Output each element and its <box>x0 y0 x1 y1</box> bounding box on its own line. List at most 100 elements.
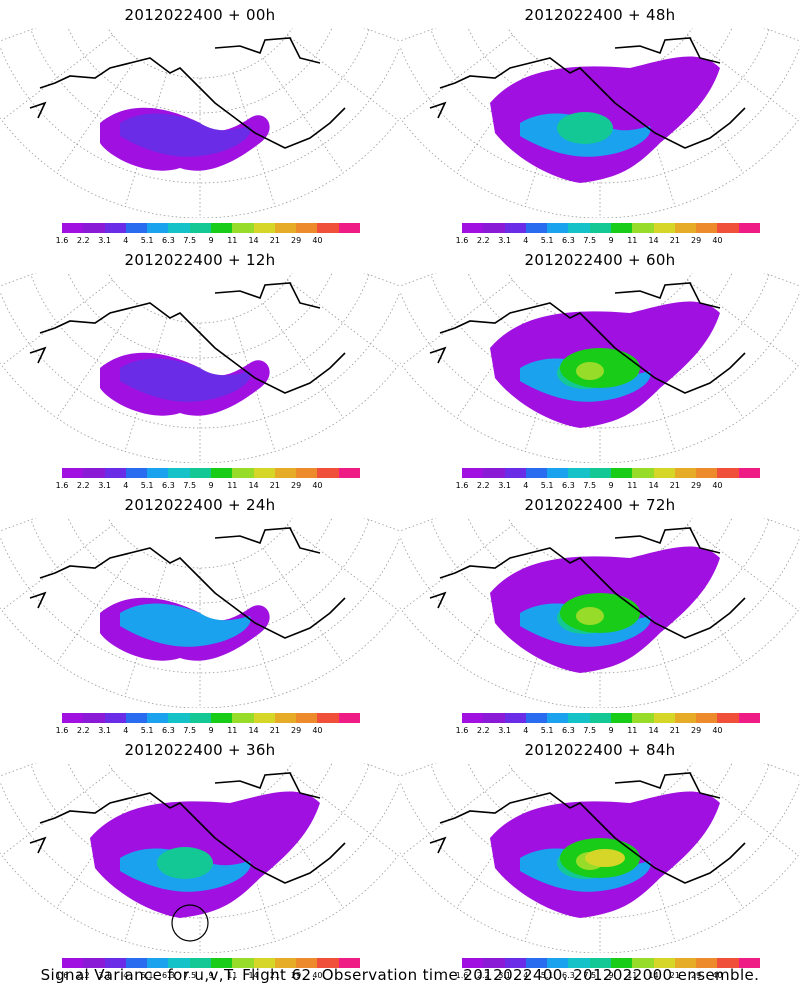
colorbar-segment <box>525 713 548 723</box>
colorbar-segment <box>674 958 697 968</box>
colorbar-segment <box>104 713 126 723</box>
colorbar-segment <box>104 958 126 968</box>
colorbar-segment <box>589 713 611 723</box>
colorbar-tick-label: 4 <box>523 971 529 980</box>
colorbar-segment <box>738 468 760 478</box>
colorbar-tick-label: 4 <box>123 971 129 980</box>
map-panel-2 <box>0 273 400 463</box>
colorbar-tick-label: 2.2 <box>76 236 90 245</box>
colorbar-segment <box>696 958 718 968</box>
colorbar-tick-label: 5.1 <box>540 971 554 980</box>
colorbar-tick-label: 11 <box>627 726 638 735</box>
colorbar-tick-label: 29 <box>691 971 702 980</box>
colorbar-tick-label: 14 <box>648 726 659 735</box>
colorbar-tick-label: 1.6 <box>455 481 469 490</box>
colorbar-segment <box>568 958 590 968</box>
colorbar-tick-label: 14 <box>248 481 259 490</box>
colorbar-segment <box>125 468 148 478</box>
colorbar-segment <box>674 713 697 723</box>
colorbar-tick-label: 3.1 <box>498 236 511 245</box>
colorbar-segment <box>125 958 148 968</box>
colorbar-tick-label: 3.1 <box>498 481 511 490</box>
colorbar-tick-label: 40 <box>712 481 723 490</box>
coastlines <box>429 772 746 884</box>
colorbar-segment <box>83 223 105 233</box>
colorbar-tick-label: 40 <box>712 726 723 735</box>
colorbar-segment <box>210 468 233 478</box>
graticule <box>400 518 800 708</box>
colorbar-tick-label: 2.2 <box>76 971 90 980</box>
colorbar-tick-label: 14 <box>248 236 259 245</box>
colorbar-segment <box>62 958 84 968</box>
coastlines <box>429 282 746 394</box>
colorbar <box>62 223 360 233</box>
colorbar-segment <box>189 223 211 233</box>
colorbar-tick-label: 11 <box>627 481 638 490</box>
colorbar-segment <box>168 468 190 478</box>
colorbar-tick-label: 5.1 <box>540 236 554 245</box>
forecast-panel-48h: 2012022400 + 48h 1.6 2.2 3.1 4 5.1 6.3 7.5 9 11 14… <box>400 0 800 245</box>
colorbar-segment <box>462 223 484 233</box>
colorbar-segment <box>504 468 526 478</box>
colorbar-tick-label: 21 <box>669 726 680 735</box>
map-panel-7 <box>400 763 800 953</box>
map-panel-3 <box>400 273 800 463</box>
colorbar-segment <box>653 713 675 723</box>
colorbar-tick-label: 40 <box>312 971 323 980</box>
colorbar-segment <box>462 713 484 723</box>
colorbar-segment <box>589 223 611 233</box>
panel-title: 2012022400 + 12h <box>124 251 276 269</box>
colorbar-tick-label: 2.2 <box>476 971 490 980</box>
colorbar-segment <box>504 223 526 233</box>
forecast-panel-60h: 2012022400 + 60h 1.6 2.2 3.1 4 5.1 6.3 7.5 9 11 14… <box>400 245 800 490</box>
graticule <box>400 273 800 463</box>
colorbar-segment <box>168 958 190 968</box>
colorbar-segment <box>653 468 675 478</box>
colorbar-tick-label: 2.2 <box>476 726 490 735</box>
colorbar-tick-label: 4 <box>523 481 529 490</box>
colorbar-segment <box>674 468 697 478</box>
colorbar <box>62 713 360 723</box>
colorbar-segment <box>317 468 339 478</box>
colorbar-tick-label: 21 <box>669 971 680 980</box>
colorbar-tick-label: 11 <box>227 971 238 980</box>
colorbar-tick-label: 1.6 <box>55 971 69 980</box>
colorbar-segment <box>547 223 569 233</box>
colorbar-segment <box>547 713 569 723</box>
colorbar-segment <box>147 713 169 723</box>
colorbar-tick-label: 5.1 <box>140 481 154 490</box>
colorbar-tick-label: 1.6 <box>55 481 69 490</box>
colorbar <box>462 958 760 968</box>
coastlines <box>29 527 346 639</box>
colorbar-tick-label: 3.1 <box>98 971 111 980</box>
colorbar-tick-label: 9 <box>208 236 214 245</box>
colorbar-segment <box>274 958 297 968</box>
colorbar-segment <box>338 468 360 478</box>
colorbar-tick-label: 3.1 <box>498 726 511 735</box>
coastlines <box>429 527 746 639</box>
colorbar-segment <box>147 958 169 968</box>
colorbar-segment <box>253 468 275 478</box>
colorbar-segment <box>62 713 84 723</box>
panel-title: 2012022400 + 48h <box>524 6 676 24</box>
colorbar-segment <box>83 713 105 723</box>
colorbar-tick-label: 6.3 <box>562 726 575 735</box>
colorbar-segment <box>232 223 254 233</box>
colorbar-segment <box>210 713 233 723</box>
colorbar-tick-label: 29 <box>691 481 702 490</box>
colorbar-segment <box>189 468 211 478</box>
colorbar-tick-label: 40 <box>712 236 723 245</box>
colorbar-tick-label: 9 <box>208 481 214 490</box>
colorbar-tick-label: 5.1 <box>540 726 554 735</box>
colorbar-labels: 1.6 2.2 3.1 4 5.1 6.3 7.5 9 11 14 21 29 40 <box>56 236 360 246</box>
colorbar-segment <box>338 223 360 233</box>
panel-title: 2012022400 + 00h <box>124 6 276 24</box>
colorbar-tick-label: 7.5 <box>183 236 197 245</box>
colorbar-segment <box>125 713 148 723</box>
colorbar-segment <box>547 958 569 968</box>
colorbar-tick-label: 7.5 <box>583 481 597 490</box>
variance-field <box>100 107 270 171</box>
colorbar-tick-label: 9 <box>608 971 614 980</box>
coastlines <box>29 772 346 884</box>
variance-field <box>100 597 270 661</box>
